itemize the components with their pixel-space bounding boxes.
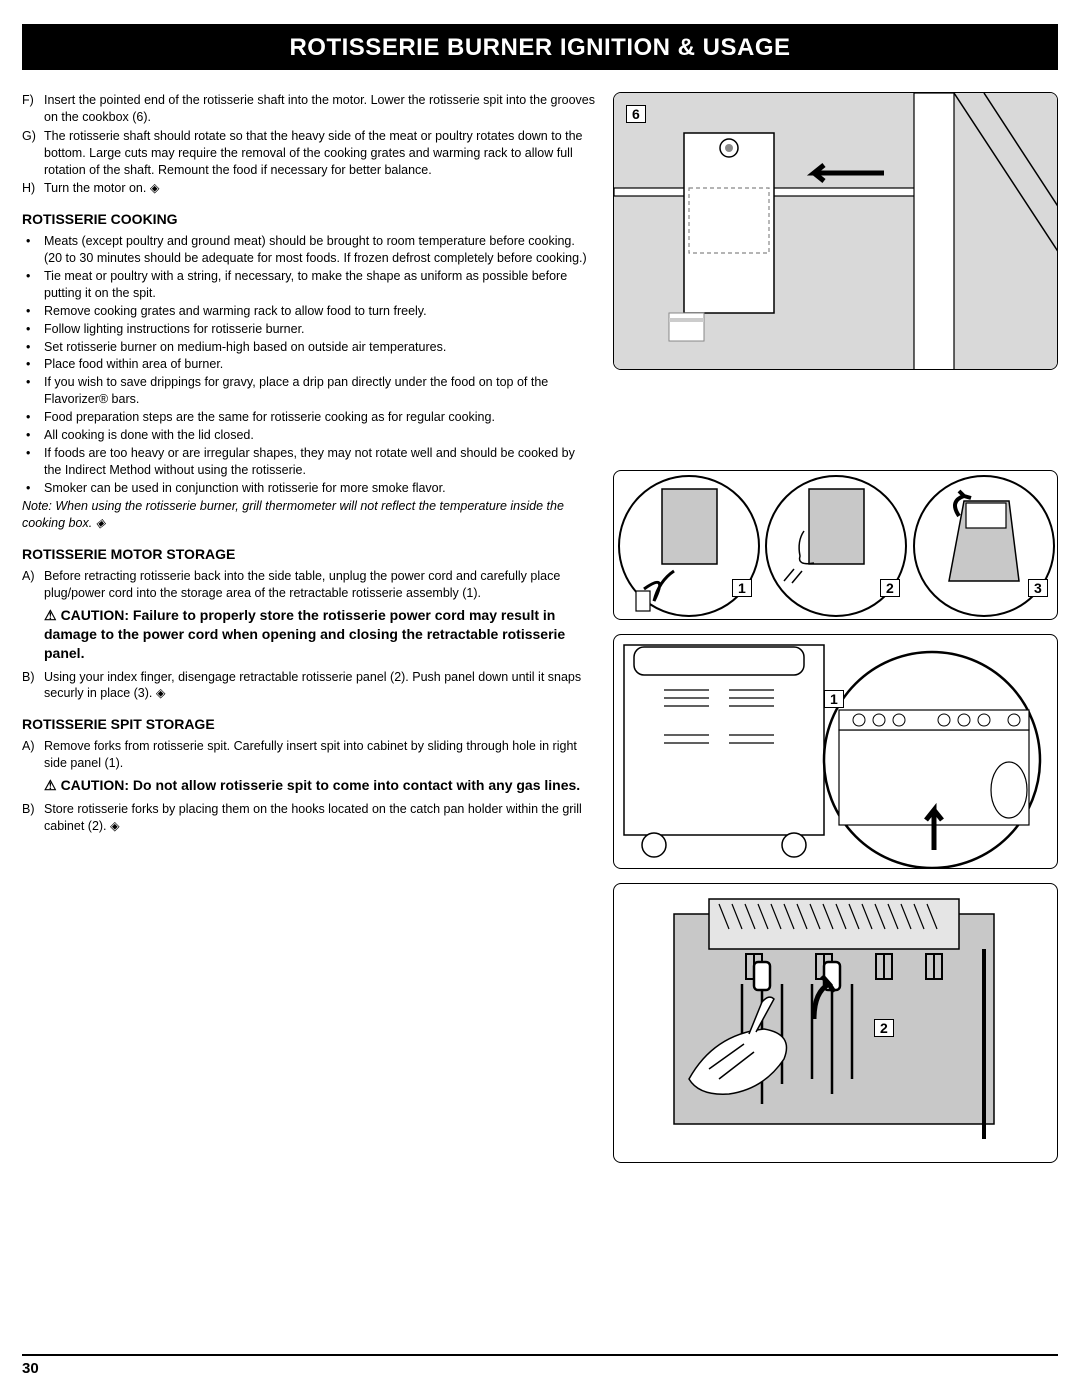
list-item: •Meats (except poultry and ground meat) …: [22, 233, 595, 267]
page-title: ROTISSERIE BURNER IGNITION & USAGE: [22, 24, 1058, 70]
steps-fh: F)Insert the pointed end of the rotisser…: [22, 92, 595, 197]
motor-step-b: B)Using your index finger, disengage ret…: [22, 669, 595, 703]
figure-label-2: 2: [880, 579, 900, 597]
list-item: •If you wish to save drippings for gravy…: [22, 374, 595, 408]
spit-heading: ROTISSERIE SPIT STORAGE: [22, 716, 595, 732]
figure-label-1: 1: [732, 579, 752, 597]
spit-step-b: B)Store rotisserie forks by placing them…: [22, 801, 595, 835]
page-number: 30: [22, 1354, 1058, 1377]
step-g: G)The rotisserie shaft should rotate so …: [22, 128, 595, 179]
cooking-bullets: •Meats (except poultry and ground meat) …: [22, 233, 595, 496]
text-column: F)Insert the pointed end of the rotisser…: [22, 92, 595, 1163]
warning-icon: ⚠: [44, 776, 57, 795]
list-item: •Follow lighting instructions for rotiss…: [22, 321, 595, 338]
spit-step-a: A)Remove forks from rotisserie spit. Car…: [22, 738, 595, 772]
list-item: B)Using your index finger, disengage ret…: [22, 669, 595, 703]
motor-step-a: A)Before retracting rotisserie back into…: [22, 568, 595, 602]
list-item: B)Store rotisserie forks by placing them…: [22, 801, 595, 835]
list-item: •Smoker can be used in conjunction with …: [22, 480, 595, 497]
cooking-note: Note: When using the rotisserie burner, …: [22, 498, 595, 532]
figure-label-1b: 1: [824, 690, 844, 708]
figure-motor-storage: 1 2 3: [613, 470, 1058, 620]
figure-label-3: 3: [1028, 579, 1048, 597]
figure-spit-cabinet: 1: [613, 634, 1058, 869]
list-item: •All cooking is done with the lid closed…: [22, 427, 595, 444]
motor-caution: ⚠CAUTION: Failure to properly store the …: [44, 606, 595, 663]
list-item: •Food preparation steps are the same for…: [22, 409, 595, 426]
list-item: •Tie meat or poultry with a string, if n…: [22, 268, 595, 302]
diagram-cabinet-svg: [614, 635, 1058, 869]
list-item: A)Remove forks from rotisserie spit. Car…: [22, 738, 595, 772]
step-h: H)Turn the motor on. ◈: [22, 180, 595, 197]
figure-6: 6: [613, 92, 1058, 370]
list-item: •Set rotisserie burner on medium-high ba…: [22, 339, 595, 356]
warning-icon: ⚠: [44, 606, 57, 625]
motor-heading: ROTISSERIE MOTOR STORAGE: [22, 546, 595, 562]
list-item: •Place food within area of burner.: [22, 356, 595, 373]
list-item: •If foods are too heavy or are irregular…: [22, 445, 595, 479]
figure-label-2b: 2: [874, 1019, 894, 1037]
cooking-heading: ROTISSERIE COOKING: [22, 211, 595, 227]
spit-caution: ⚠CAUTION: Do not allow rotisserie spit t…: [44, 776, 595, 795]
step-f: F)Insert the pointed end of the rotisser…: [22, 92, 595, 126]
diagram-motor-svg: [614, 471, 1058, 620]
diagram-forks-svg: [614, 884, 1058, 1163]
figure-column: 6: [613, 92, 1058, 1163]
list-item: •Remove cooking grates and warming rack …: [22, 303, 595, 320]
figure-label-6: 6: [626, 105, 646, 123]
content-columns: F)Insert the pointed end of the rotisser…: [22, 92, 1058, 1163]
list-item: A)Before retracting rotisserie back into…: [22, 568, 595, 602]
diagram-6-svg: [614, 93, 1058, 370]
figure-fork-storage: 2: [613, 883, 1058, 1163]
